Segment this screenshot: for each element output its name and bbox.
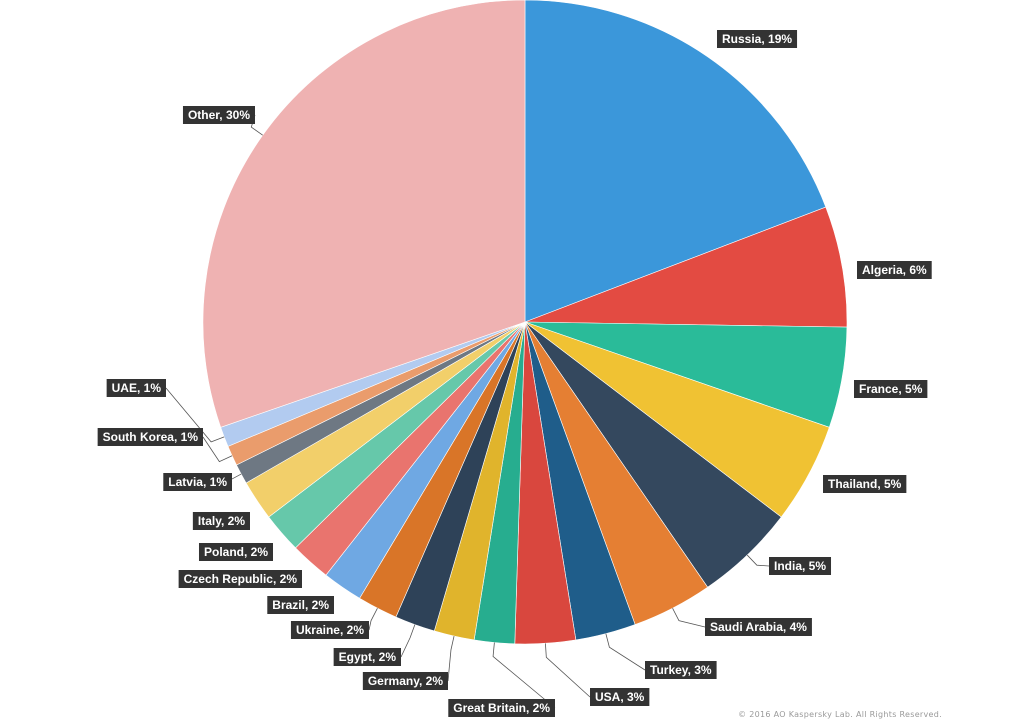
label-box — [590, 688, 650, 706]
leader-line-usa — [545, 643, 591, 698]
label-poland: Poland, 2% — [198, 543, 273, 561]
label-france: France, 5% — [854, 380, 928, 398]
label-box — [769, 557, 832, 575]
label-text: Turkey, 3% — [650, 663, 712, 677]
label-text: Algeria, 6% — [862, 263, 927, 277]
label-box — [267, 596, 334, 614]
label-box — [106, 379, 166, 397]
label-text: Czech Republic, 2% — [184, 572, 298, 586]
label-russia: Russia, 19% — [717, 30, 798, 48]
label-uae: UAE, 1% — [106, 379, 166, 397]
pie-slices — [202, 0, 848, 645]
label-text: Great Britain, 2% — [453, 701, 550, 715]
slice-other — [202, 0, 526, 428]
label-thailand: Thailand, 5% — [823, 475, 907, 493]
label-other: Other, 30% — [182, 106, 255, 124]
label-germany: Germany, 2% — [362, 672, 448, 690]
label-box — [178, 570, 302, 588]
label-box — [448, 699, 555, 717]
label-ukraine: Ukraine, 2% — [290, 621, 369, 639]
leader-line-egypt — [400, 624, 416, 658]
label-box — [163, 473, 232, 491]
label-text: Ukraine, 2% — [296, 623, 364, 637]
label-box — [705, 618, 812, 636]
copyright-notice: © 2016 AO Kaspersky Lab. All Rights Rese… — [738, 710, 942, 719]
label-brazil: Brazil, 2% — [267, 596, 334, 614]
label-great-britain: Great Britain, 2% — [448, 699, 555, 717]
label-box — [823, 475, 907, 493]
label-box — [362, 672, 448, 690]
label-box — [854, 380, 928, 398]
label-egypt: Egypt, 2% — [333, 648, 401, 666]
label-text: India, 5% — [774, 559, 826, 573]
label-box — [182, 106, 255, 124]
label-czech-republic: Czech Republic, 2% — [178, 570, 302, 588]
label-box — [645, 661, 717, 679]
leader-line-turkey — [605, 633, 646, 671]
label-text: Poland, 2% — [204, 545, 268, 559]
leader-line-uae — [165, 387, 225, 443]
label-box — [198, 543, 273, 561]
label-text: Latvia, 1% — [168, 475, 227, 489]
label-box — [97, 428, 203, 446]
leader-line-india — [746, 554, 770, 567]
label-south-korea: South Korea, 1% — [97, 428, 203, 446]
label-text: Egypt, 2% — [339, 650, 397, 664]
label-box — [290, 621, 369, 639]
slice-russia — [524, 0, 827, 323]
label-box — [857, 261, 932, 279]
label-algeria: Algeria, 6% — [857, 261, 932, 279]
label-text: UAE, 1% — [112, 381, 162, 395]
label-text: Germany, 2% — [368, 674, 443, 688]
label-usa: USA, 3% — [590, 688, 650, 706]
label-text: Russia, 19% — [722, 32, 792, 46]
label-turkey: Turkey, 3% — [645, 661, 717, 679]
leader-line-south-korea — [202, 436, 233, 463]
label-india: India, 5% — [769, 557, 832, 575]
label-text: Other, 30% — [188, 108, 250, 122]
label-box — [192, 512, 250, 530]
label-text: Italy, 2% — [198, 514, 245, 528]
label-box — [717, 30, 798, 48]
label-text: USA, 3% — [595, 690, 645, 704]
label-saudi-arabia: Saudi Arabia, 4% — [705, 618, 812, 636]
label-text: Saudi Arabia, 4% — [710, 620, 807, 634]
label-text: South Korea, 1% — [103, 430, 199, 444]
leader-line-ukraine — [368, 608, 378, 631]
label-italy: Italy, 2% — [192, 512, 250, 530]
label-text: Thailand, 5% — [828, 477, 902, 491]
label-box — [333, 648, 401, 666]
label-latvia: Latvia, 1% — [163, 473, 232, 491]
slice-labels: Russia, 19% Algeria, 6% France, 5% Thailand… — [97, 30, 932, 717]
leader-line-great-britain — [492, 642, 556, 709]
leader-line-germany — [447, 636, 455, 682]
label-text: France, 5% — [859, 382, 923, 396]
slice-algeria — [524, 206, 848, 328]
label-text: Brazil, 2% — [272, 598, 329, 612]
leader-line-saudi-arabia — [672, 608, 706, 628]
